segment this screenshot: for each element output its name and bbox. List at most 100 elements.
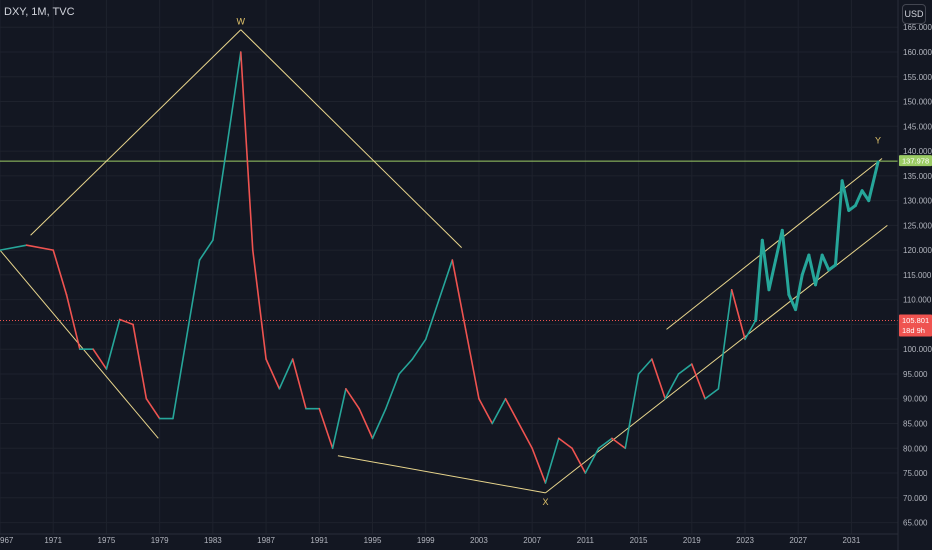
projection-segment [814, 253, 824, 287]
projection-segment [780, 228, 791, 297]
x-tick-label: 1979 [151, 536, 169, 545]
wave-labels: W X Y [237, 17, 882, 507]
price-segment [491, 397, 507, 425]
wave-label-x: X [542, 497, 548, 507]
price-segment [132, 323, 148, 400]
price-segment [212, 150, 227, 242]
trendline [240, 29, 462, 249]
trendline [30, 29, 242, 236]
price-segment [717, 288, 733, 390]
currency-button[interactable]: USD [902, 4, 926, 24]
price-segment [371, 407, 387, 440]
price-segment [118, 318, 134, 326]
y-tick-label: 120.000 [903, 246, 932, 255]
price-axis-bg [898, 0, 932, 550]
price-segment [690, 363, 706, 400]
price-segment [198, 239, 214, 261]
x-tick-label: 2023 [736, 536, 754, 545]
price-segment [25, 244, 55, 251]
projection-segment [754, 238, 764, 322]
y-tick-label: 145.000 [903, 122, 932, 131]
price-tag-value: 137.978 [902, 157, 929, 166]
y-tick-label: 95.000 [903, 370, 928, 379]
projection-segment [760, 238, 771, 292]
x-tick-label: 967 [0, 536, 14, 545]
price-series [0, 51, 880, 484]
y-tick-label: 130.000 [903, 197, 932, 206]
trendline [666, 158, 883, 330]
price-segment [52, 249, 68, 296]
projection-segment [867, 160, 880, 203]
x-tick-label: 1991 [310, 536, 328, 545]
y-tick-label: 75.000 [903, 469, 928, 478]
x-tick-label: 2003 [470, 536, 488, 545]
price-segment [451, 259, 467, 331]
price-segment [478, 397, 494, 425]
price-segment [624, 373, 640, 450]
y-tick-label: 80.000 [903, 444, 928, 453]
price-segment [385, 373, 400, 410]
price-segment [172, 338, 188, 420]
projection-segment [787, 293, 798, 312]
history-series [0, 51, 757, 484]
price-segment [571, 447, 587, 474]
y-tick-label: 100.000 [903, 345, 932, 354]
x-tick-label: 1971 [44, 536, 62, 545]
x-tick-label: 1975 [98, 536, 116, 545]
price-segment [358, 407, 374, 440]
x-tick-label: 2027 [789, 536, 807, 545]
price-segment [611, 437, 627, 450]
price-axis[interactable]: 65.000 70.000 75.000 80.000 85.000 90.000 95.0… [897, 0, 932, 550]
projection-segment [840, 179, 851, 213]
x-tick-label: 1983 [204, 536, 222, 545]
price-segment [664, 373, 680, 400]
projection-segment [794, 273, 804, 312]
price-segment [398, 358, 414, 375]
time-axis[interactable]: 967 1971 1975 1979 1983 1987 1991 1995 1999 2003 2… [0, 533, 898, 545]
price-segment [239, 51, 254, 251]
price-tag-countdown: 18d 9h [902, 326, 925, 335]
price-segment [531, 447, 547, 484]
price-segment [544, 437, 560, 484]
price-segment [345, 388, 361, 410]
price-segment [704, 388, 720, 400]
symbol-title[interactable]: DXY, 1M, TVC [4, 6, 75, 18]
price-segment [637, 358, 653, 375]
price-segment [105, 318, 121, 370]
x-tick-label: 1987 [257, 536, 275, 545]
price-segment [92, 348, 108, 370]
price-segment [744, 319, 757, 341]
x-tick-label: 2011 [577, 536, 595, 545]
y-tick-label: 110.000 [903, 296, 932, 305]
price-segment [504, 397, 520, 425]
price-segment [557, 437, 573, 450]
y-tick-label: 135.000 [903, 172, 932, 181]
y-tick-label: 155.000 [903, 73, 932, 82]
price-segment [278, 358, 294, 390]
projection-segment [807, 253, 818, 287]
price-segment [331, 388, 347, 450]
wave-label-y: Y [875, 136, 881, 146]
y-tick-label: 140.000 [903, 147, 932, 156]
price-segment [651, 358, 666, 400]
x-tick-label: 1999 [417, 536, 435, 545]
price-segment [265, 358, 281, 390]
price-segment [677, 363, 693, 375]
y-tick-label: 165.000 [903, 23, 932, 32]
projection-segment [853, 189, 864, 208]
price-segment [411, 338, 427, 360]
price-segment [145, 397, 161, 420]
price-segment [730, 288, 746, 341]
price-tag-value: 105.801 [902, 316, 929, 325]
x-tick-label: 2015 [630, 536, 648, 545]
price-segment [518, 422, 533, 450]
y-tick-label: 85.000 [903, 420, 928, 429]
x-tick-label: 2031 [843, 536, 861, 545]
projection-segment [800, 253, 811, 277]
price-segment [464, 328, 480, 400]
price-segment [251, 249, 267, 360]
y-tick-label: 65.000 [903, 519, 928, 528]
y-tick-label: 70.000 [903, 494, 928, 503]
